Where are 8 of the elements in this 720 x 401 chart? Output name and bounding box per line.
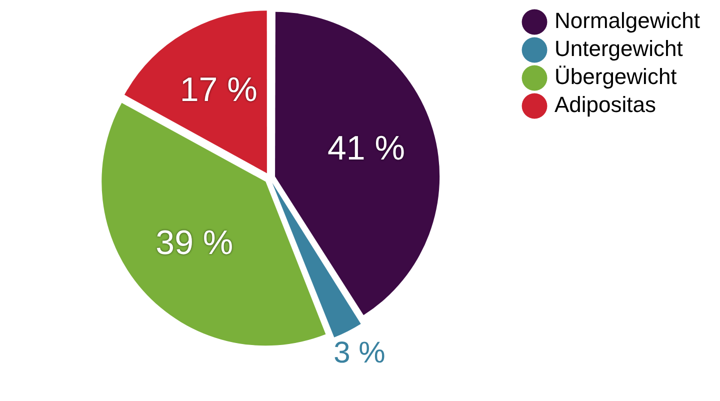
data-label: 17 %: [180, 70, 258, 109]
data-label: 39 %: [156, 224, 234, 262]
legend-label: Untergewicht: [554, 36, 683, 62]
data-label: 3 %: [334, 336, 386, 370]
legend-label: Übergewicht: [554, 64, 677, 90]
legend-label: Adipositas: [554, 92, 656, 118]
data-label: 41 %: [327, 129, 405, 168]
legend-label: Normalgewicht: [554, 8, 700, 34]
